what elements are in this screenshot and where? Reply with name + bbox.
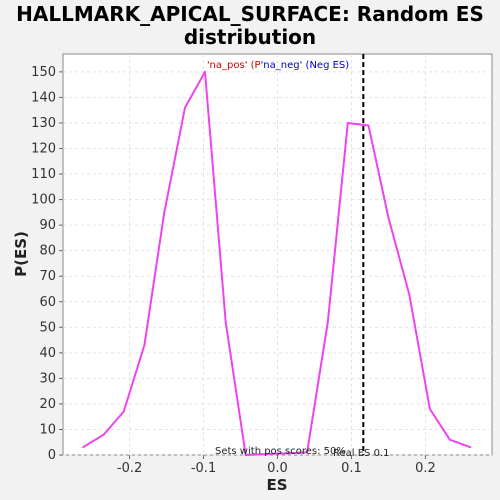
x-tick-label: 0.0 [267, 461, 288, 476]
data-point [408, 293, 410, 295]
data-point [346, 122, 349, 124]
data-point [244, 454, 247, 456]
y-tick-label: 20 [39, 397, 56, 412]
legend-pos-entry: 'na_pos' (P [207, 60, 261, 71]
y-tick-label: 110 [31, 167, 56, 182]
y-tick-label: 140 [31, 90, 56, 105]
data-point [184, 106, 186, 109]
data-point [306, 451, 308, 454]
data-point [163, 211, 166, 214]
x-tick-label: 0.1 [341, 461, 362, 476]
x-axis-label: ES [266, 476, 287, 494]
y-tick-label: 10 [39, 422, 56, 437]
chart-title-line2: distribution [184, 25, 316, 49]
y-tick-label: 100 [31, 193, 56, 208]
data-point [367, 124, 370, 127]
footnote-pos-scores: Sets with pos scores: 50% [215, 446, 346, 457]
data-point [429, 408, 431, 410]
series-line [82, 70, 471, 456]
y-tick-label: 90 [39, 218, 56, 233]
chart-title-line1: HALLMARK_APICAL_SURFACE: Random ES [16, 2, 484, 26]
y-tick-label: 0 [48, 448, 56, 463]
real-es-label: Real ES 0.1 [333, 448, 389, 459]
data-point [387, 216, 390, 219]
grid [63, 54, 492, 456]
legend-neg-entry: 'na_neg' (Neg ES) [261, 60, 350, 71]
y-tick-label: 60 [39, 295, 56, 310]
x-tick-label: -0.2 [117, 461, 142, 476]
axis-ticks: 0 10 20 30 40 50 60 70 80 90 100 110 120 130 140 150 -0.… [31, 65, 436, 476]
y-tick-label: 130 [31, 116, 56, 131]
y-tick-label: 50 [39, 320, 56, 335]
data-point [204, 71, 206, 73]
data-point [122, 410, 125, 413]
data-point [82, 446, 84, 449]
y-tick-label: 80 [39, 244, 56, 259]
data-point [143, 344, 146, 346]
data-point [469, 446, 472, 449]
legend: 'na_pos' (P'na_neg' (Neg ES) [207, 60, 349, 71]
y-tick-label: 70 [39, 269, 56, 284]
x-tick-label: 0.2 [415, 461, 436, 476]
y-axis-label: P(ES) [12, 231, 30, 277]
y-tick-label: 120 [31, 142, 56, 157]
data-point [449, 438, 451, 441]
data-point [102, 433, 105, 436]
y-tick-label: 40 [39, 346, 56, 361]
x-tick-label: -0.1 [191, 461, 216, 476]
data-point [326, 321, 329, 323]
y-tick-label: 150 [31, 65, 56, 80]
data-point [224, 321, 227, 323]
y-tick-label: 30 [39, 371, 56, 386]
series-layer [82, 70, 472, 456]
